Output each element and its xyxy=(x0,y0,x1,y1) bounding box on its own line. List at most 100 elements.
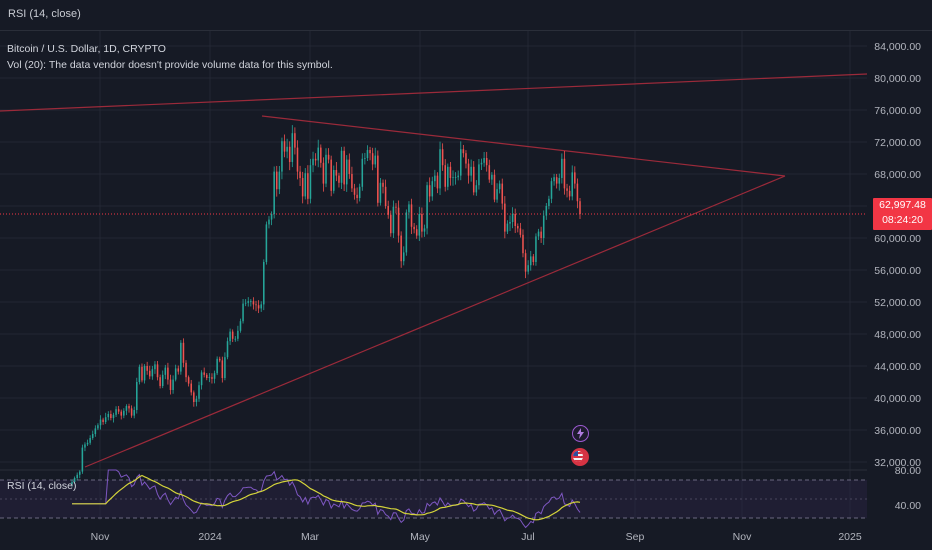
candle-body xyxy=(205,374,208,378)
candle-body xyxy=(257,305,260,309)
candle-body xyxy=(84,444,86,448)
candle-body xyxy=(164,367,167,375)
candle-body xyxy=(244,302,247,304)
candle-body xyxy=(234,338,237,340)
candle-body xyxy=(340,150,343,183)
upper-channel-line xyxy=(0,73,868,112)
candle-body xyxy=(288,146,291,162)
candle-body xyxy=(301,178,304,197)
price-tick-label: 32,000.00 xyxy=(874,457,921,469)
candle-body xyxy=(307,173,309,199)
candle-body xyxy=(143,366,146,381)
rsi-tick-label: 40.00 xyxy=(895,500,921,512)
descending-resistance-line xyxy=(261,115,786,177)
candle-body xyxy=(89,438,91,443)
candle-body xyxy=(527,265,529,272)
candle-body xyxy=(498,183,501,190)
price-tick-label: 84,000.00 xyxy=(874,41,921,53)
price-tick-label: 56,000.00 xyxy=(874,265,921,277)
price-tick-label: 60,000.00 xyxy=(874,233,921,245)
candle-body xyxy=(198,385,200,399)
candle-body xyxy=(472,166,475,193)
candle-body xyxy=(190,383,193,393)
candle-body xyxy=(517,226,519,229)
price-tick-label: 72,000.00 xyxy=(874,137,921,149)
candle-body xyxy=(226,341,229,358)
candle-body xyxy=(545,206,548,216)
candle-body xyxy=(71,482,73,485)
rsi-tick-label: 80.00 xyxy=(895,465,921,477)
candle-body xyxy=(115,409,117,415)
candle-body xyxy=(335,170,338,176)
lightning-icon[interactable] xyxy=(572,425,589,442)
candle-body xyxy=(379,182,382,203)
candle-body xyxy=(281,141,283,172)
symbol-legend[interactable]: Bitcoin / U.S. Dollar, 1D, CRYPTO xyxy=(7,43,166,55)
candle-body xyxy=(177,368,180,372)
candle-body xyxy=(161,374,164,386)
candle-body xyxy=(138,366,141,382)
candle-body xyxy=(529,256,532,266)
candle-body xyxy=(423,228,426,232)
candle-body xyxy=(454,177,457,178)
ascending-support-line xyxy=(84,175,786,468)
header-divider xyxy=(0,30,932,31)
candle-body xyxy=(444,165,447,187)
candle-body xyxy=(571,172,574,197)
candle-body xyxy=(395,206,397,208)
candle-body xyxy=(413,226,415,230)
candle-body xyxy=(371,153,374,165)
time-tick-label: Nov xyxy=(91,531,110,543)
price-tick-label: 48,000.00 xyxy=(874,329,921,341)
rsi-pane xyxy=(0,469,867,519)
rsi-legend[interactable]: RSI (14, close) xyxy=(7,480,77,492)
candle-body xyxy=(553,177,555,182)
candle-body xyxy=(537,231,540,237)
candle-body xyxy=(374,155,377,165)
price-axis: 84,000.00 80,000.00 76,000.00 72,000.00 68,0… xyxy=(867,31,932,521)
candle-body xyxy=(133,410,135,416)
candle-body xyxy=(94,428,97,434)
candle-body xyxy=(397,207,400,236)
candle-body xyxy=(338,175,340,183)
us-flag-icon[interactable] xyxy=(571,448,589,466)
candle-body xyxy=(167,367,169,380)
candle-body xyxy=(434,175,436,182)
candle-body xyxy=(218,358,221,361)
candle-body xyxy=(265,224,268,262)
candle-body xyxy=(187,377,190,384)
candle-body xyxy=(211,377,213,379)
candle-body xyxy=(465,153,467,164)
candle-body xyxy=(351,174,353,189)
candle-body xyxy=(441,149,444,166)
candle-body xyxy=(252,301,255,305)
candle-body xyxy=(270,214,273,220)
candle-body xyxy=(532,256,535,262)
candle-body xyxy=(402,252,405,262)
indicator-header-label[interactable]: RSI (14, close) xyxy=(8,8,81,20)
time-tick-label: 2024 xyxy=(198,531,222,543)
candle-body xyxy=(514,214,516,226)
candle-body xyxy=(390,214,392,234)
candle-body xyxy=(172,379,174,390)
candle-body xyxy=(229,331,231,342)
volume-legend[interactable]: Vol (20): The data vendor doesn't provid… xyxy=(7,59,333,71)
candle-body xyxy=(483,158,485,163)
candle-body xyxy=(247,301,250,303)
candle-body xyxy=(511,214,514,222)
candle-body xyxy=(501,183,504,204)
candle-body xyxy=(299,171,301,178)
candle-body xyxy=(467,163,470,176)
candle-body xyxy=(283,141,286,152)
candle-body xyxy=(117,409,120,412)
time-tick-label: Sep xyxy=(626,531,645,543)
candle-body xyxy=(485,158,488,166)
candle-body xyxy=(200,372,203,386)
candle-body xyxy=(343,150,345,185)
candle-body xyxy=(125,406,128,411)
candle-body xyxy=(141,366,143,381)
candle-body xyxy=(203,372,205,375)
candle-body xyxy=(213,373,216,379)
candle-body xyxy=(156,364,159,378)
